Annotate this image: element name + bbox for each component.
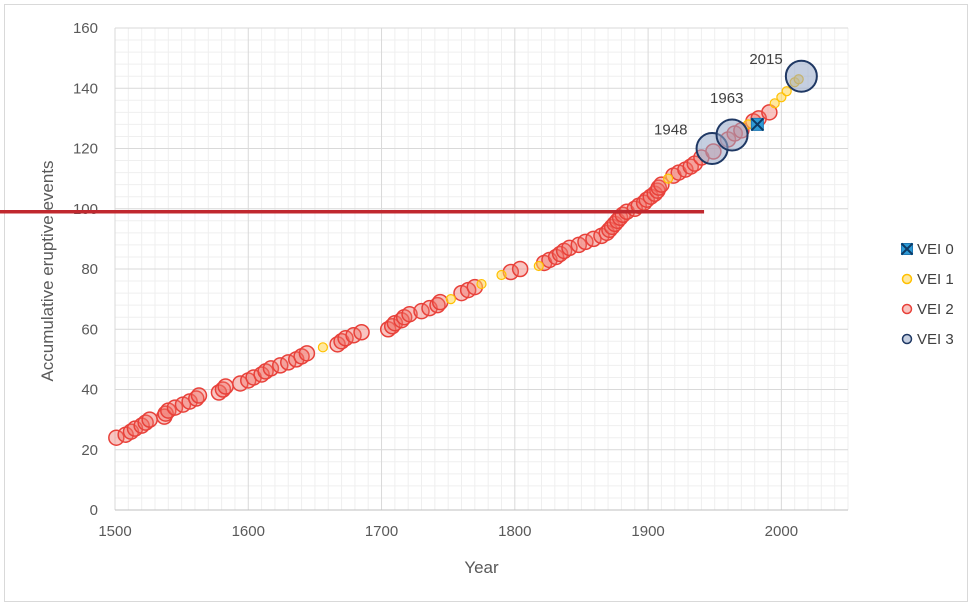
y-axis-ticks: 0 20 40 60 80 100 120 140 160 xyxy=(73,20,98,519)
point-vei2 xyxy=(511,260,529,278)
y-tick-label: 0 xyxy=(90,502,98,519)
annotations: 1948 1963 2015 xyxy=(654,51,783,138)
x-tick-label: 1800 xyxy=(498,523,531,540)
x-tick-label: 1900 xyxy=(631,523,664,540)
point-vei2 xyxy=(561,239,578,257)
point-vei2 xyxy=(262,360,280,377)
y-tick-label: 120 xyxy=(73,141,98,158)
legend-marker xyxy=(901,333,913,345)
point-vei2 xyxy=(353,324,370,341)
point-vei2 xyxy=(141,411,158,428)
point-vei2 xyxy=(190,387,208,404)
y-tick-label: 60 xyxy=(81,321,98,338)
plot-series xyxy=(108,59,818,446)
point-vei1 xyxy=(496,269,507,281)
y-tick-label: 140 xyxy=(73,80,98,97)
legend-marker-x xyxy=(900,242,914,256)
point-vei1 xyxy=(533,260,544,272)
point-vei3 xyxy=(784,59,818,93)
x-axis-title: Year xyxy=(464,558,499,577)
point-vei1 xyxy=(769,98,780,109)
y-tick-label: 40 xyxy=(81,382,98,399)
annotation-label: 1948 xyxy=(654,122,687,139)
x-tick-label: 1500 xyxy=(98,523,131,540)
x-tick-label: 1600 xyxy=(232,523,265,540)
x-axis-ticks: 1500 1600 1700 1800 1900 2000 xyxy=(98,523,798,540)
legend-item: VEI 3 xyxy=(901,331,954,348)
point-vei3 xyxy=(715,118,749,152)
y-axis-title: Accumulative eruptive events xyxy=(38,160,57,381)
point-vei2 xyxy=(761,104,778,121)
y-tick-label: 20 xyxy=(81,442,98,459)
point-vei1 xyxy=(476,278,487,290)
point-vei1 xyxy=(781,86,792,97)
legend-marker xyxy=(901,303,913,315)
legend-label: VEI 2 xyxy=(917,301,954,318)
y-tick-label: 160 xyxy=(73,20,98,37)
legend-item: VEI 2 xyxy=(901,301,954,318)
point-vei0-x xyxy=(750,117,765,132)
point-vei2 xyxy=(431,293,449,311)
point-vei2 xyxy=(298,345,316,362)
annotation-label: 2015 xyxy=(749,51,782,68)
legend-label: VEI 3 xyxy=(917,331,954,348)
legend: VEI 0 VEI 1 VEI 2 VEI 3 xyxy=(900,241,954,348)
legend-marker xyxy=(901,273,913,285)
legend-item: VEI 0 xyxy=(900,241,954,258)
legend-label: VEI 0 xyxy=(917,241,954,258)
x-tick-label: 1700 xyxy=(365,523,398,540)
annotation-label: 1963 xyxy=(710,90,743,107)
x-tick-label: 2000 xyxy=(765,523,798,540)
y-tick-label: 80 xyxy=(81,261,98,278)
point-vei2 xyxy=(401,305,418,323)
legend-item: VEI 1 xyxy=(901,271,954,288)
point-vei1 xyxy=(445,294,456,305)
point-vei2 xyxy=(108,429,125,446)
point-vei2 xyxy=(217,378,234,395)
legend-label: VEI 1 xyxy=(917,271,954,288)
point-vei1 xyxy=(662,173,674,184)
y-tick-label: 100 xyxy=(73,201,98,218)
chart-frame xyxy=(4,4,968,602)
point-vei1 xyxy=(317,342,329,353)
